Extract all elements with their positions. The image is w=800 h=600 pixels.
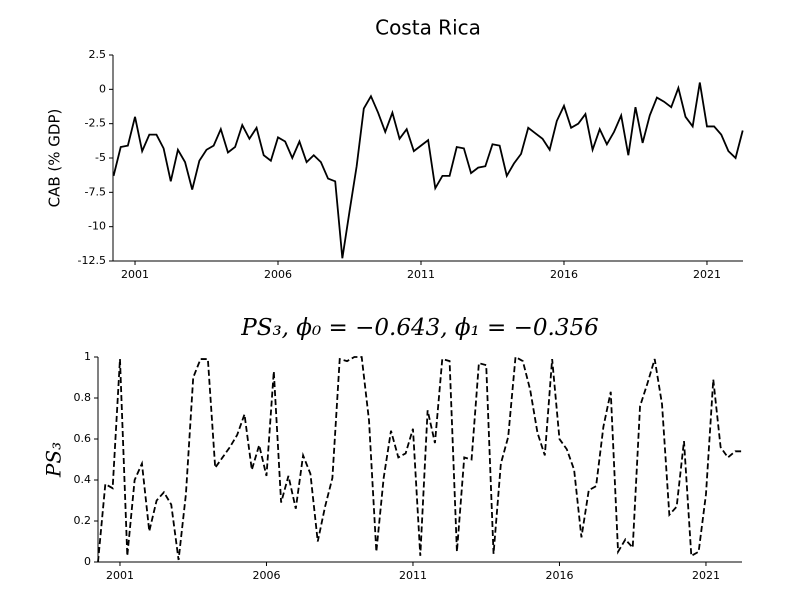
- y-axis-label: CAB (% GDP): [46, 109, 64, 208]
- y-tick-label: -7.5: [85, 185, 106, 198]
- x-tick-label: 2001: [121, 268, 149, 281]
- y-tick-label: 0.8: [74, 391, 92, 404]
- x-tick-label: 2001: [106, 569, 134, 582]
- y-tick-label: -5: [95, 151, 106, 164]
- chart-title: PS₃, ϕ₀ = −0.643, ϕ₁ = −0.356: [240, 315, 599, 341]
- x-tick-label: 2016: [550, 268, 578, 281]
- chart-title: Costa Rica: [375, 16, 481, 40]
- y-tick-label: 0.4: [74, 473, 92, 486]
- data-line: [112, 82, 744, 259]
- x-tick-label: 2006: [252, 569, 280, 582]
- y-axis-label: PS₃: [42, 442, 66, 478]
- x-tick-label: 2021: [692, 569, 720, 582]
- x-tick-label: 2011: [407, 268, 435, 281]
- y-tick-label: 0.2: [74, 514, 92, 527]
- y-tick-label: -12.5: [78, 254, 106, 267]
- y-tick-label: 0: [99, 82, 106, 95]
- x-tick-label: 2011: [399, 569, 427, 582]
- y-tick-label: -10: [88, 220, 106, 233]
- x-tick-label: 2016: [545, 569, 573, 582]
- x-tick-label: 2021: [693, 268, 721, 281]
- x-tick-label: 2006: [264, 268, 292, 281]
- data-line: [97, 355, 743, 563]
- y-tick-label: 1: [84, 350, 91, 363]
- y-tick-label: -2.5: [85, 117, 106, 130]
- y-tick-label: 2.5: [89, 48, 107, 61]
- y-tick-label: 0.6: [74, 432, 92, 445]
- y-tick-label: 0: [84, 555, 91, 568]
